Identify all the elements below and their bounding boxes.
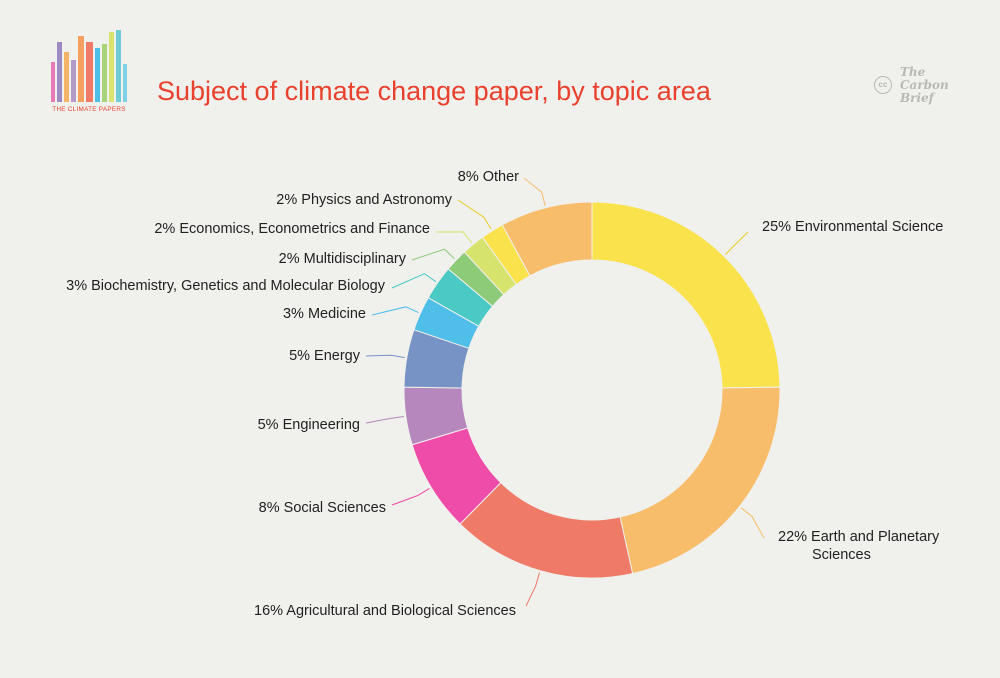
slice-label-4: 5% Engineering	[258, 417, 360, 433]
slice-labels: 25% Environmental Science 22% Earth and P…	[66, 169, 943, 619]
leader-line-0	[724, 231, 749, 255]
logo-text: THE CLIMATE PAPERS	[52, 106, 125, 113]
leader-line-6	[371, 306, 419, 316]
slice-label-7: 3% Biochemistry, Genetics and Molecular …	[66, 278, 386, 294]
climate-papers-logo: THE CLIMATE PAPERS	[51, 30, 127, 113]
slice-1	[619, 386, 781, 575]
slice-label-0: 25% Environmental Science	[762, 219, 943, 235]
leader-line-9	[435, 231, 473, 244]
slice-label-6: 3% Medicine	[283, 306, 366, 322]
brand-line: The	[900, 65, 926, 79]
slice-label-8: 2% Multidisciplinary	[279, 251, 407, 267]
leader-line-4	[365, 416, 404, 424]
brand-line: Brief	[900, 91, 934, 105]
leader-line-7	[391, 273, 437, 289]
leader-line-2	[525, 572, 540, 607]
leader-line-10	[457, 199, 492, 230]
creative-commons-icon: cc	[874, 76, 892, 94]
slice-label-10: 2% Physics and Astronomy	[276, 192, 452, 208]
brand-line: Carbon	[900, 78, 949, 92]
slice-label-9: 2% Economics, Econometrics and Finance	[154, 221, 430, 237]
slice-label-11: 8% Other	[458, 169, 519, 185]
leader-line-5	[365, 354, 405, 359]
donut-slices	[403, 201, 781, 579]
slice-0	[591, 201, 781, 389]
leader-line-11	[523, 177, 546, 206]
brand-name: The Carbon Brief	[900, 66, 949, 105]
slice-11	[501, 201, 593, 277]
slice-label-5: 5% Energy	[289, 348, 361, 364]
leader-line-1	[740, 507, 765, 539]
leader-line-3	[391, 487, 430, 506]
slice-label-3: 8% Social Sciences	[259, 500, 386, 516]
leader-line-8	[411, 248, 455, 261]
chart-title: Subject of climate change paper, by topi…	[157, 76, 711, 106]
slice-label-1: 22% Earth and Planetary Sciences	[778, 529, 940, 563]
label-leader-lines	[365, 177, 765, 607]
carbon-brief-logo: cc The Carbon Brief	[874, 66, 964, 108]
slice-label-2: 16% Agricultural and Biological Sciences	[254, 603, 516, 619]
